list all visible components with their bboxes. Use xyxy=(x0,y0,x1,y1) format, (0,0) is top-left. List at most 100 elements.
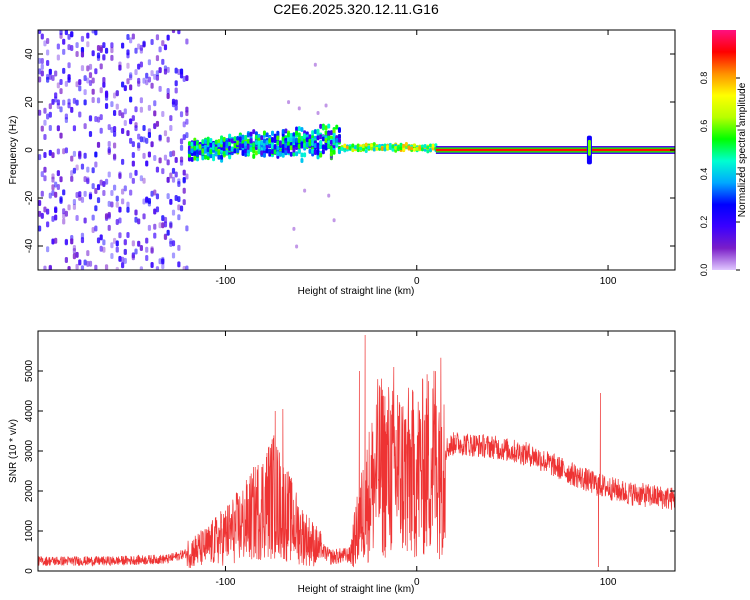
heat-cell xyxy=(204,148,208,154)
heat-cell xyxy=(86,166,90,173)
heat-cell xyxy=(46,76,50,83)
heat-cell xyxy=(112,110,117,117)
heat-cell xyxy=(209,149,213,155)
heat-cell xyxy=(83,190,87,197)
heat-cell xyxy=(324,145,328,151)
heat-cell xyxy=(185,118,189,125)
heat-cell xyxy=(43,206,47,213)
heat-cell xyxy=(217,150,221,156)
heat-cell xyxy=(142,40,146,47)
y-tick-label: 3000 xyxy=(24,439,35,462)
snr-xlabel: Height of straight line (km) xyxy=(298,584,415,595)
heat-cell xyxy=(313,150,317,156)
heat-cell xyxy=(110,54,114,61)
heat-cell xyxy=(75,99,79,106)
heat-cell xyxy=(329,155,333,160)
heat-cell xyxy=(185,225,189,232)
y-tick-label: 0 xyxy=(24,568,35,574)
heat-cell xyxy=(104,47,109,54)
heat-cell xyxy=(327,143,331,149)
heat-cell xyxy=(129,172,133,179)
heat-cell xyxy=(70,155,74,162)
heat-cell xyxy=(54,181,58,188)
heat-cell xyxy=(48,73,52,80)
heat-cell xyxy=(163,154,168,161)
heat-cell xyxy=(56,43,60,50)
heat-cell xyxy=(142,177,146,184)
heat-cell xyxy=(80,163,85,170)
heat-cell xyxy=(38,109,42,116)
heat-cell xyxy=(129,96,133,103)
heat-cell xyxy=(83,259,87,266)
heat-cell xyxy=(404,142,408,147)
heat-cell xyxy=(410,146,414,151)
heat-cell xyxy=(228,145,232,151)
heat-cell xyxy=(308,138,312,144)
heat-cell xyxy=(147,198,152,205)
heat-cell xyxy=(112,142,117,149)
heat-cell xyxy=(233,148,237,154)
heat-cell xyxy=(335,138,339,144)
heat-cell xyxy=(163,234,168,241)
heat-cell xyxy=(198,144,202,150)
heat-cell xyxy=(134,106,138,113)
heat-cell xyxy=(270,149,274,155)
heat-cell xyxy=(289,132,293,138)
heat-cell xyxy=(155,34,160,41)
heat-cell xyxy=(94,30,98,36)
heat-cell xyxy=(284,150,288,156)
heat-cell xyxy=(91,214,95,221)
heat-cell xyxy=(99,63,103,70)
heat-cell xyxy=(139,266,143,270)
heat-cell xyxy=(313,129,317,135)
heat-cell xyxy=(206,140,210,146)
heat-cell xyxy=(142,198,146,205)
heat-cell xyxy=(70,170,74,177)
heat-cell xyxy=(182,265,186,270)
heat-cell xyxy=(265,132,269,138)
heat-cell xyxy=(426,149,430,154)
heat-cell xyxy=(88,115,93,122)
heat-cell xyxy=(402,147,406,152)
heat-cell xyxy=(121,81,125,88)
heat-cell xyxy=(370,143,374,148)
heat-cell xyxy=(96,52,101,59)
heat-cell xyxy=(102,42,106,49)
heat-cell xyxy=(220,139,224,145)
heat-cell xyxy=(150,141,154,148)
heat-cell xyxy=(40,212,44,219)
heat-cell xyxy=(94,115,98,122)
heat-cell xyxy=(40,63,44,70)
heat-cell xyxy=(64,80,68,87)
heat-cell xyxy=(158,258,162,265)
heat-cell xyxy=(254,134,258,140)
heat-cell xyxy=(126,130,130,137)
heat-cell xyxy=(399,142,403,147)
heat-cell xyxy=(303,152,307,158)
heat-cell xyxy=(43,119,47,126)
heat-cell xyxy=(126,62,130,69)
heat-cell xyxy=(174,99,178,106)
heat-cell xyxy=(177,181,181,188)
heat-cell xyxy=(295,244,299,249)
heat-cell xyxy=(104,92,109,99)
heat-cell xyxy=(86,65,90,72)
y-tick-label: 20 xyxy=(24,96,35,108)
heat-cell xyxy=(72,247,77,254)
heat-cell xyxy=(64,256,68,263)
heat-cell xyxy=(123,108,127,115)
heat-cell xyxy=(59,197,63,204)
heat-cell xyxy=(364,142,368,147)
heat-cell xyxy=(166,92,170,99)
heat-cell xyxy=(228,141,232,147)
heat-cell xyxy=(46,246,50,253)
heat-cell xyxy=(380,146,384,151)
heat-cell xyxy=(38,57,42,64)
heat-cell xyxy=(115,195,119,202)
heat-cell xyxy=(86,77,90,84)
colorbar-tick-label: 0.8 xyxy=(699,72,709,85)
heat-cell xyxy=(102,81,106,88)
heat-cell xyxy=(329,139,333,145)
heat-cell xyxy=(206,155,210,161)
heat-cell xyxy=(155,70,160,77)
